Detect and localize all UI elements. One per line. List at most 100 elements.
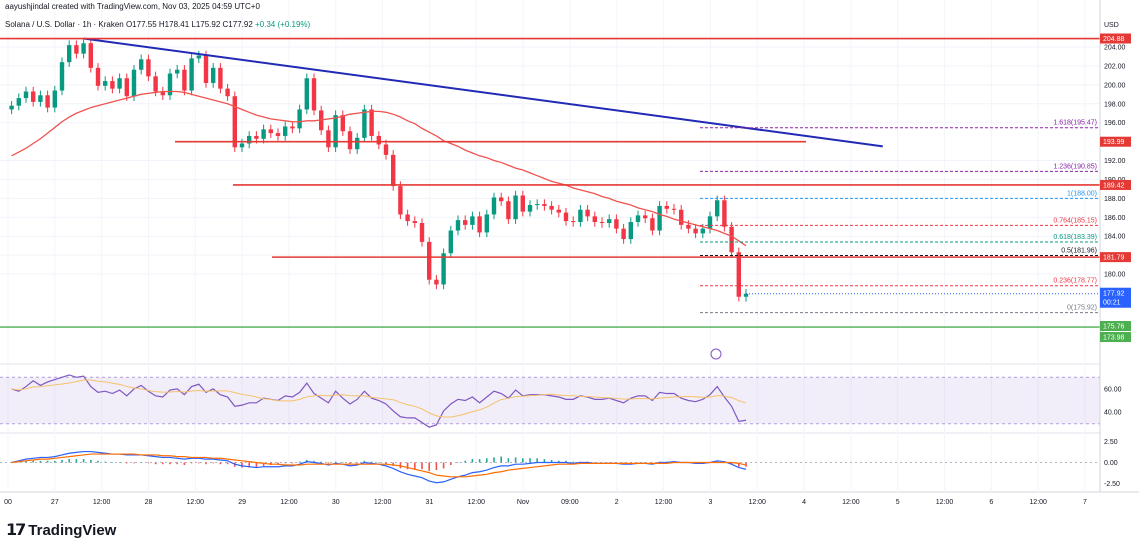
candle	[9, 105, 14, 110]
replay-icon	[710, 348, 722, 360]
countdown-label: 00:21	[1103, 300, 1121, 307]
macd-histogram-bar	[450, 462, 452, 466]
price-axis[interactable]: USD180.00182.00184.00186.00188.00190.001…	[1099, 0, 1131, 492]
macd-histogram-bar	[104, 461, 106, 463]
symbol-title[interactable]: Solana / U.S. Dollar · 1h · Kraken	[5, 20, 124, 29]
candle	[52, 90, 57, 108]
candle	[124, 78, 129, 97]
x-tick-label: 12:00	[187, 499, 205, 506]
macd-histogram-bar	[205, 462, 207, 465]
macd-histogram-bar	[176, 462, 178, 465]
support-tag	[1100, 321, 1131, 332]
candle	[74, 45, 79, 54]
candle	[484, 214, 489, 233]
candle	[38, 95, 43, 102]
candle	[340, 115, 345, 132]
fib-label: 0(175.92)	[1067, 305, 1097, 312]
tradingview-brand[interactable]: 𝟭𝟳 TradingView	[6, 520, 116, 540]
candle	[542, 204, 547, 206]
last-price-label: 177.92	[1103, 291, 1125, 298]
candle	[419, 222, 425, 242]
candle	[117, 78, 122, 89]
x-tick-label: 6	[989, 499, 993, 506]
candle	[499, 197, 504, 202]
last-price-tag	[1100, 287, 1131, 308]
macd-histogram-bar	[406, 462, 409, 470]
candle	[405, 214, 410, 222]
ohlc-open: O177.55	[125, 20, 157, 29]
y-tick-label: 192.00	[1104, 158, 1126, 165]
candle	[326, 130, 331, 148]
x-tick-label: 12:00	[374, 499, 392, 506]
candle	[520, 195, 525, 212]
candle	[95, 67, 101, 86]
macd-histogram-bar	[118, 462, 121, 463]
macd-histogram-bar	[572, 461, 574, 463]
macd-histogram-bar	[327, 462, 330, 464]
rsi-tick-label: 60.00	[1104, 386, 1122, 393]
candle	[463, 220, 468, 225]
candle	[362, 109, 367, 138]
macd-histogram-bar	[219, 462, 222, 465]
macd-histogram-bar	[61, 459, 63, 463]
macd-histogram-bar	[558, 460, 560, 463]
macd-histogram-bar	[75, 459, 78, 463]
level-tag	[1100, 33, 1131, 44]
x-tick-label: 12:00	[936, 499, 954, 506]
candle	[700, 228, 705, 234]
macd-histogram-bar	[255, 462, 258, 468]
macd-histogram-bar	[320, 461, 322, 463]
candle	[477, 216, 482, 233]
candle	[549, 205, 554, 210]
ohlc-high: H178.41	[158, 20, 190, 29]
macd-tick-label: -2.50	[1104, 481, 1120, 488]
macd-histogram-bar	[10, 462, 13, 463]
macd-histogram-bar	[313, 460, 315, 463]
candle	[506, 201, 511, 220]
macd-histogram-bar	[262, 462, 265, 466]
x-tick-label: 5	[896, 499, 900, 506]
macd-histogram-bar	[226, 462, 229, 465]
macd-histogram-bar	[370, 461, 373, 463]
candle	[614, 219, 619, 229]
macd-histogram-bar	[169, 462, 171, 465]
y-tick-label: 184.00	[1104, 234, 1126, 241]
candle	[81, 43, 86, 54]
candle	[412, 221, 417, 223]
macd-histogram-bar	[198, 462, 200, 464]
macd-histogram-bar	[507, 458, 510, 463]
x-tick-label: 12:00	[655, 499, 673, 506]
candle	[304, 78, 309, 110]
candle	[23, 91, 29, 99]
candle	[218, 67, 223, 89]
trendline	[83, 37, 883, 148]
macd-histogram-bar	[284, 462, 286, 464]
macd-histogram-bar	[478, 459, 481, 463]
fib-label: 0.5(181.96)	[1061, 248, 1097, 255]
candle	[455, 220, 461, 231]
candle	[146, 59, 151, 77]
candle	[491, 197, 497, 215]
candle	[103, 81, 108, 86]
rsi-pane	[0, 374, 1100, 428]
macd-histogram-bar	[140, 462, 142, 463]
macd-histogram-bar	[82, 459, 85, 463]
candle	[290, 126, 295, 129]
macd-histogram-bar	[738, 462, 740, 467]
candle	[427, 241, 432, 280]
candle	[31, 91, 36, 102]
candle	[556, 209, 561, 213]
macd-histogram-bar	[442, 462, 445, 469]
x-tick-label: 4	[802, 499, 806, 506]
candle	[707, 216, 713, 229]
candle	[657, 205, 662, 231]
time-axis[interactable]: 00 27 12:00 28 12:00 29 12:00 30 12:00 31 12:00 Nov…	[4, 499, 1087, 506]
x-tick-label: 7	[1083, 499, 1087, 506]
candle	[679, 209, 684, 225]
macd-histogram-bar	[154, 462, 157, 465]
x-tick-label: 12:00	[842, 499, 860, 506]
y-tick-label: 188.00	[1104, 196, 1126, 203]
macd-histogram-bar	[385, 462, 387, 465]
chart-caption: aayushjindal created with TradingView.co…	[5, 2, 260, 11]
macd-histogram-bar	[428, 462, 430, 471]
